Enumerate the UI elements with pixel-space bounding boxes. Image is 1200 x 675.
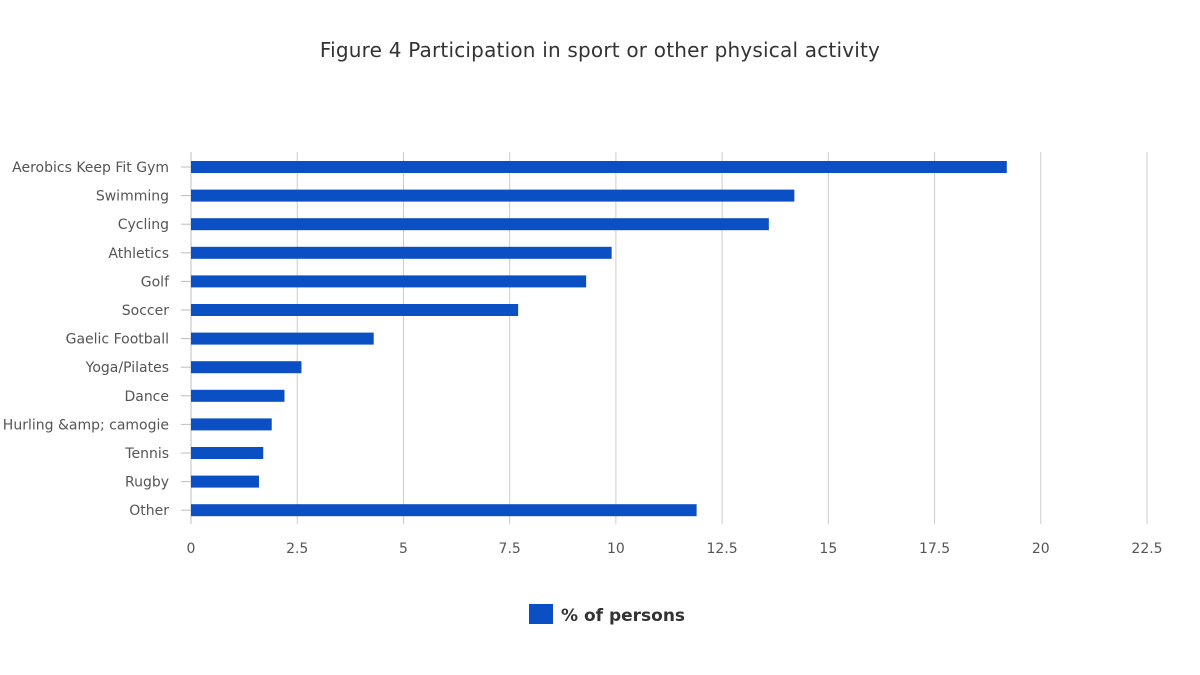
legend: % of persons <box>529 604 685 626</box>
category-label: Hurling &amp; camogie <box>3 417 169 433</box>
category-label: Athletics <box>108 246 169 262</box>
category-label: Soccer <box>122 303 169 319</box>
x-tick-label: 22.5 <box>1131 541 1162 557</box>
bar <box>191 246 612 259</box>
category-label: Aerobics Keep Fit Gym <box>12 160 169 176</box>
x-tick-label: 15 <box>819 541 837 557</box>
legend-label: % of persons <box>561 606 685 626</box>
x-axis-ticks: 0 2.5 5 7.5 10 12.5 15 17.5 20 22.5 <box>187 541 1163 557</box>
chart-title: Figure 4 Participation in sport or other… <box>319 38 881 62</box>
category-label: Rugby <box>125 475 169 491</box>
category-labels: Aerobics Keep Fit Gym Swimming Cycling Athl… <box>3 160 191 519</box>
category-label: Other <box>129 503 169 519</box>
category-label: Golf <box>141 274 170 290</box>
bar <box>191 161 1007 173</box>
bar <box>191 504 697 517</box>
x-tick-label: 7.5 <box>499 541 521 557</box>
bar <box>191 218 769 231</box>
x-tick-label: 17.5 <box>919 541 950 557</box>
category-label: Gaelic Football <box>66 332 169 348</box>
legend-swatch <box>529 604 553 624</box>
category-label: Yoga/Pilates <box>85 360 169 376</box>
bars <box>191 161 1007 517</box>
x-tick-label: 0 <box>187 541 196 557</box>
bar <box>191 304 519 316</box>
x-tick-label: 12.5 <box>707 541 738 557</box>
bar <box>191 475 259 488</box>
bar <box>191 332 374 345</box>
category-label: Tennis <box>124 446 169 462</box>
x-tick-label: 20 <box>1032 541 1050 557</box>
category-label: Dance <box>124 389 169 405</box>
x-tick-label: 5 <box>399 541 408 557</box>
bar <box>191 275 587 288</box>
bar <box>191 189 795 202</box>
category-label: Swimming <box>96 189 169 205</box>
bar <box>191 361 302 374</box>
bar <box>191 418 272 431</box>
bar <box>191 389 285 402</box>
bar <box>191 447 264 459</box>
x-tick-label: 10 <box>607 541 625 557</box>
x-tick-label: 2.5 <box>286 541 308 557</box>
category-label: Cycling <box>118 217 169 233</box>
